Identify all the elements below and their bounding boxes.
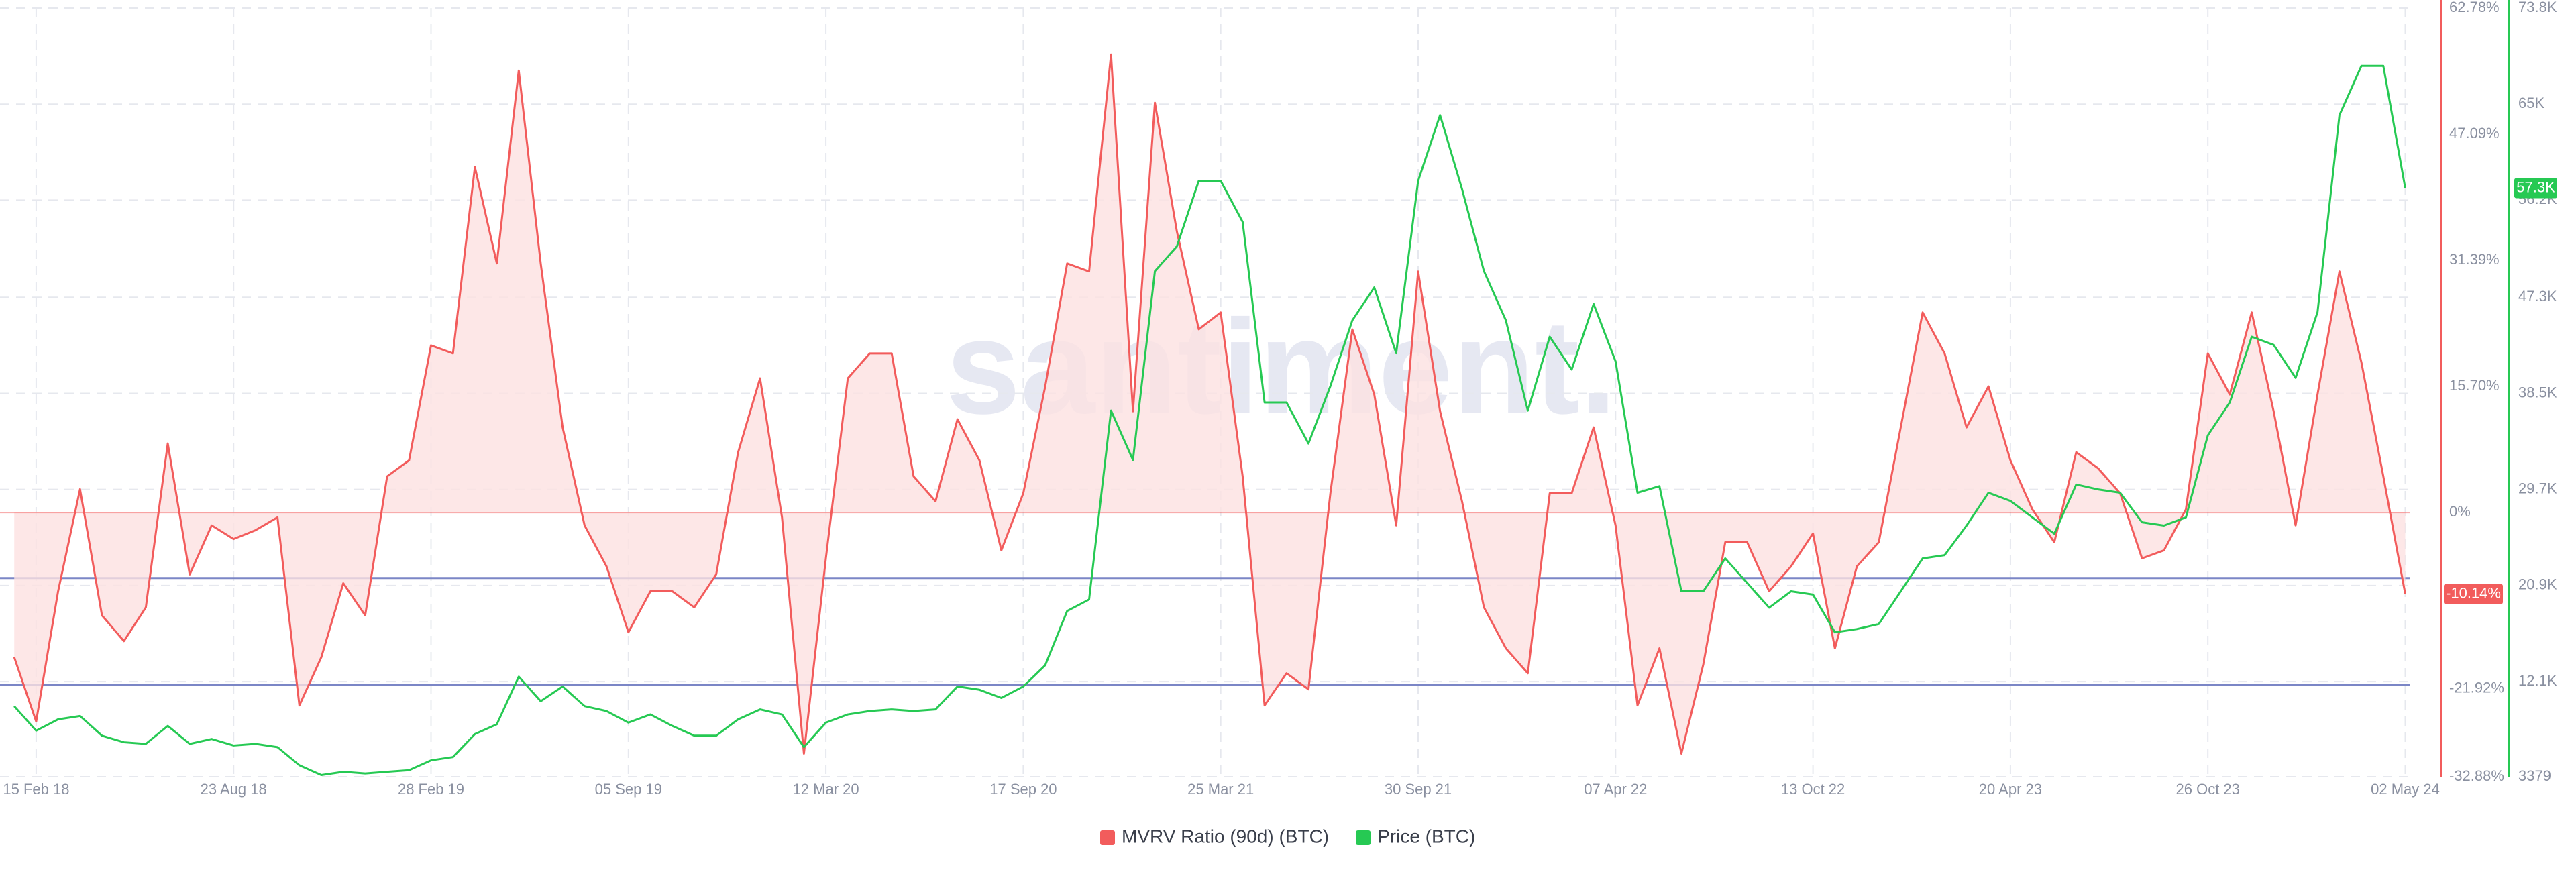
legend-label: Price (BTC) — [1377, 826, 1475, 847]
legend-swatch — [1356, 830, 1371, 845]
y2-tick-label: 12.1K — [2518, 672, 2557, 689]
y2-tick-label: 65K — [2518, 95, 2544, 111]
series-line — [13, 53, 2406, 755]
y2-tick-label: 20.9K — [2518, 576, 2557, 593]
y-tick-label: 31.39% — [2449, 251, 2500, 268]
y-tick-label: -32.88% — [2449, 767, 2504, 784]
y-tick-label: 62.78% — [2449, 0, 2500, 15]
x-tick-label: 13 Oct 22 — [1781, 781, 1845, 798]
legend-label: MVRV Ratio (90d) (BTC) — [1122, 826, 1329, 847]
y2-tick-label: 73.8K — [2518, 0, 2557, 15]
badge-label: 57.3K — [2516, 178, 2555, 195]
series-line — [13, 64, 2406, 777]
x-tick-label: 26 Oct 23 — [2176, 781, 2240, 798]
x-tick-label: 28 Feb 19 — [398, 781, 464, 798]
y-tick-label: 0% — [2449, 503, 2471, 520]
value-badge — [2444, 584, 2503, 604]
y2-tick-label: 47.3K — [2518, 288, 2557, 305]
x-tick-label: 15 Feb 18 — [3, 781, 69, 798]
y2-tick-label: 38.5K — [2518, 384, 2557, 400]
x-tick-label: 02 May 24 — [2371, 781, 2440, 798]
x-tick-label: 20 Apr 23 — [1979, 781, 2042, 798]
x-tick-label: 17 Sep 20 — [989, 781, 1057, 798]
badge-label: -10.14% — [2446, 584, 2501, 601]
value-badge — [2514, 178, 2557, 199]
y2-tick-label: 29.7K — [2518, 480, 2557, 496]
y-tick-label: 15.70% — [2449, 377, 2500, 394]
area-fill — [14, 54, 2406, 754]
x-tick-label: 30 Sep 21 — [1385, 781, 1452, 798]
x-tick-label: 23 Aug 18 — [201, 781, 267, 798]
x-tick-label: 12 Mar 20 — [793, 781, 859, 798]
x-tick-label: 05 Sep 19 — [595, 781, 662, 798]
x-tick-label: 07 Apr 22 — [1584, 781, 1647, 798]
y-tick-label: -21.92% — [2449, 679, 2504, 696]
legend-swatch — [1100, 830, 1115, 845]
x-tick-label: 25 Mar 21 — [1187, 781, 1254, 798]
y2-tick-label: 3379 — [2518, 767, 2551, 784]
y-tick-label: 47.09% — [2449, 125, 2500, 142]
